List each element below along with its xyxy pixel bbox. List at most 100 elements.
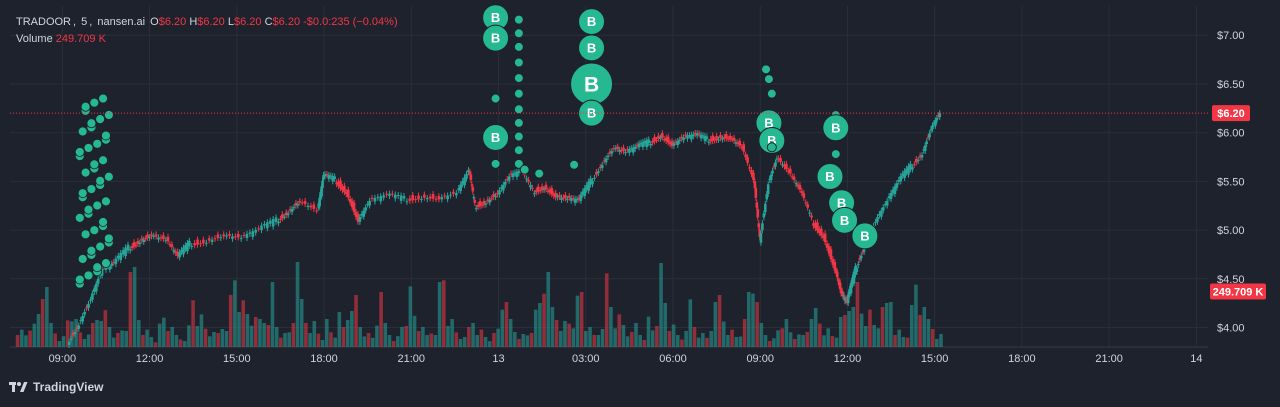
candle xyxy=(91,293,94,300)
buy-bubble xyxy=(851,222,879,250)
candle xyxy=(176,251,179,256)
time-axis[interactable]: 09:00 12:00 15:00 18:00 21:00 13 03:00 06:00 09:… xyxy=(49,353,1203,365)
candle xyxy=(257,228,260,230)
volume-bar xyxy=(667,331,672,347)
candle xyxy=(323,174,327,177)
candle xyxy=(408,198,412,201)
volume-bar xyxy=(792,339,797,347)
candle xyxy=(581,191,585,195)
candle xyxy=(77,325,81,329)
candle xyxy=(180,249,183,253)
candle xyxy=(126,244,130,251)
candle xyxy=(196,239,199,245)
candle xyxy=(112,262,116,264)
candle xyxy=(337,181,340,187)
candle xyxy=(825,243,829,248)
time-tick-label: 18:00 xyxy=(310,353,338,365)
volume-bar xyxy=(784,319,789,347)
candle xyxy=(893,186,897,195)
buy-bubble xyxy=(513,73,524,84)
candle xyxy=(705,136,709,139)
buy-bubble xyxy=(77,254,88,264)
candle xyxy=(732,137,736,141)
buy-bubble xyxy=(831,206,859,234)
candle xyxy=(268,220,272,224)
candle xyxy=(740,147,744,149)
candle xyxy=(134,245,138,247)
candle xyxy=(228,233,231,236)
volume-bar xyxy=(266,325,271,347)
candle xyxy=(469,174,473,181)
candle xyxy=(772,166,776,168)
candle xyxy=(544,184,548,190)
volume-bar xyxy=(132,267,137,347)
candle xyxy=(575,199,579,201)
volume-label: Volume xyxy=(16,33,53,45)
change-value: -$0.0:235 (−0.04%) xyxy=(303,16,398,28)
volume-bar xyxy=(408,286,413,347)
volume-bar xyxy=(851,307,856,347)
volume-bar xyxy=(625,336,630,347)
buy-bubble xyxy=(513,14,524,25)
volume-bar xyxy=(926,319,931,347)
volume-bar xyxy=(554,320,559,347)
volume-bar xyxy=(270,282,275,347)
candle xyxy=(166,236,170,242)
candle xyxy=(184,245,187,250)
tradingview-logo[interactable]: TradingView xyxy=(9,380,103,394)
candle xyxy=(925,141,928,145)
candle xyxy=(857,263,860,265)
candle xyxy=(440,197,444,200)
candle xyxy=(899,176,903,182)
candle xyxy=(505,179,509,181)
interval-label[interactable]: 5 xyxy=(81,16,88,28)
price-axis[interactable]: $7.00 $6.50 $6.00 $5.50 $5.00 $4.50 $4.00 $6.20… xyxy=(1210,30,1266,335)
volume-bar xyxy=(103,310,108,347)
candle xyxy=(496,192,499,195)
volume-bar xyxy=(191,300,195,347)
candle xyxy=(443,195,447,197)
buy-bubble xyxy=(74,212,85,223)
candle xyxy=(664,137,668,141)
candle xyxy=(202,239,205,244)
candle xyxy=(490,198,494,200)
candle xyxy=(678,139,682,141)
candle xyxy=(746,157,749,163)
buy-bubble xyxy=(569,159,580,170)
candle xyxy=(690,134,693,140)
candle xyxy=(843,298,847,302)
candle xyxy=(370,197,374,199)
candle xyxy=(701,135,705,137)
volume-bar xyxy=(216,333,220,347)
buy-bubble xyxy=(77,188,88,199)
candle xyxy=(288,209,292,211)
candle xyxy=(170,244,174,248)
candle xyxy=(765,194,769,200)
symbol-label[interactable]: TRADOOR xyxy=(16,16,71,28)
candle xyxy=(168,244,172,246)
candle xyxy=(579,194,583,201)
volume-bar xyxy=(671,324,676,347)
candle xyxy=(321,180,324,188)
candle xyxy=(210,239,214,242)
candle xyxy=(591,181,594,185)
volume-bar xyxy=(325,319,329,347)
candle xyxy=(434,198,438,200)
volume-bar xyxy=(621,325,626,347)
candle xyxy=(842,295,846,297)
candle xyxy=(753,181,757,189)
buy-bubble xyxy=(758,126,786,154)
candle xyxy=(914,158,918,163)
candle xyxy=(108,264,112,270)
candle xyxy=(631,147,635,153)
volume-bar xyxy=(341,327,346,347)
candle xyxy=(188,240,191,246)
time-tick-label: 15:00 xyxy=(921,353,949,365)
candle xyxy=(531,187,534,189)
buy-bubble xyxy=(578,34,606,62)
candle xyxy=(461,180,464,185)
candle xyxy=(281,214,284,219)
volume-bar xyxy=(897,329,902,347)
